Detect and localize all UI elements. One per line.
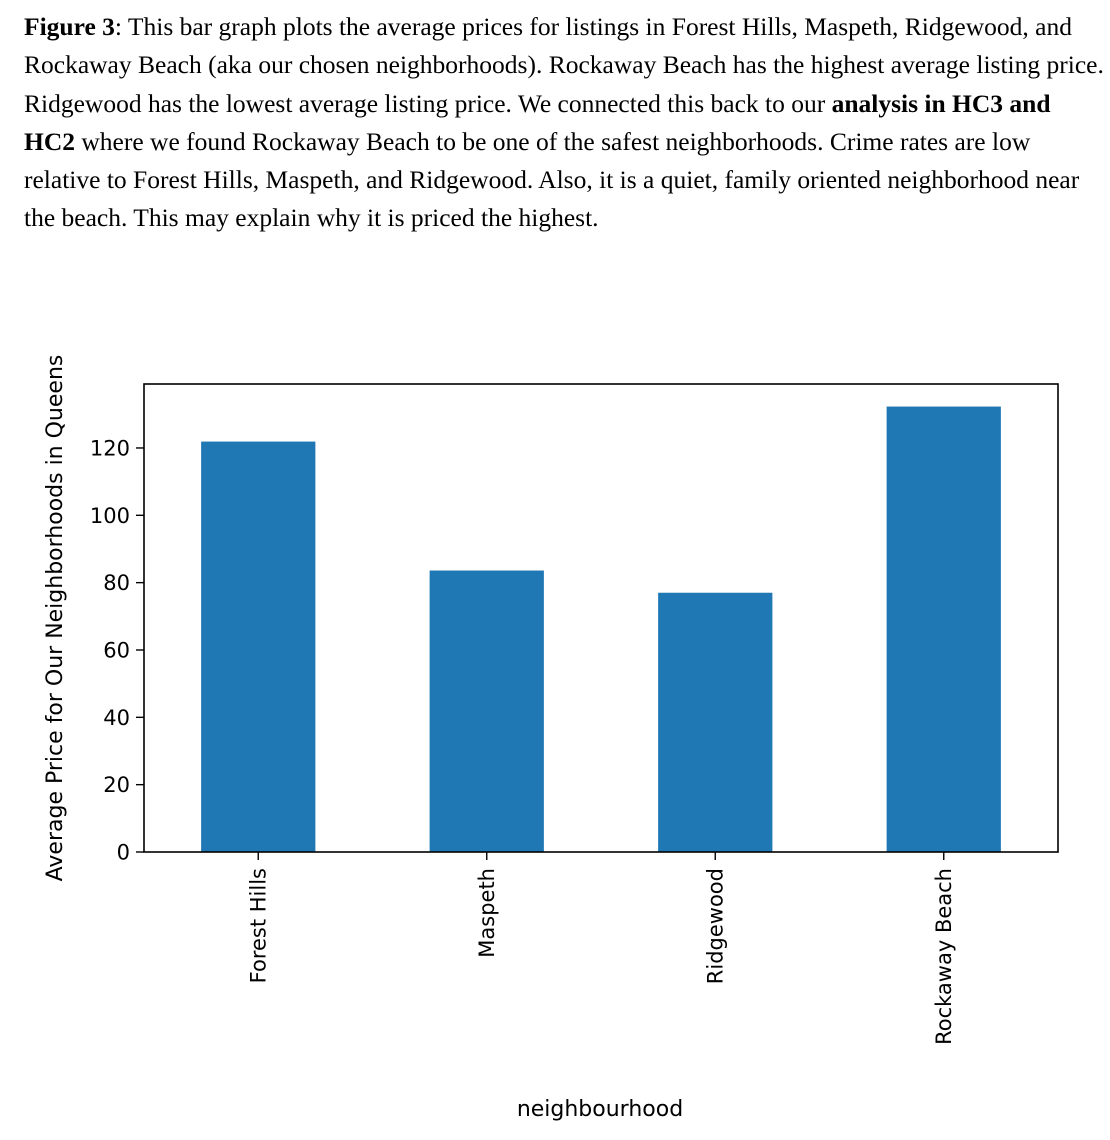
caption-bold-text: analysis in HC3 and HC2	[24, 88, 1051, 156]
y-axis-label: Average Price for Our Neighborhoods in Q…	[43, 355, 68, 882]
x-tick-label: Ridgewood	[703, 868, 727, 984]
y-axis: 0 20 40 60 80 100 120	[90, 436, 144, 865]
y-tick-label: 20	[103, 773, 130, 797]
figure-caption: Figure 3: This bar graph plots the avera…	[24, 8, 1104, 238]
caption-text-2: where we found Rockaway Beach to be one …	[24, 126, 1080, 233]
bar-ridgewood	[658, 592, 773, 852]
bar-maspeth	[429, 570, 544, 852]
x-axis-label: neighbourhood	[517, 1097, 683, 1122]
y-tick-label: 40	[103, 706, 130, 730]
x-tick-label: Forest Hills	[246, 868, 270, 983]
y-tick-label: 100	[90, 504, 130, 528]
x-axis: Forest Hills Maspeth Ridgewood Rockaway Bea…	[246, 852, 956, 1045]
caption-label: Figure 3	[24, 12, 115, 41]
x-tick-label: Maspeth	[475, 868, 499, 958]
y-tick-label: 0	[117, 841, 130, 865]
bar-forest-hills	[201, 441, 316, 852]
x-tick-label: Rockaway Beach	[932, 868, 956, 1045]
bar-rockaway-beach	[886, 406, 1001, 852]
caption-text-1: : This bar graph plots the average price…	[24, 12, 1104, 118]
plot-frame	[143, 383, 1059, 853]
y-tick-label: 120	[90, 436, 130, 460]
y-tick-label: 80	[103, 571, 130, 595]
y-tick-label: 60	[103, 638, 130, 662]
bars-group	[201, 406, 1001, 852]
